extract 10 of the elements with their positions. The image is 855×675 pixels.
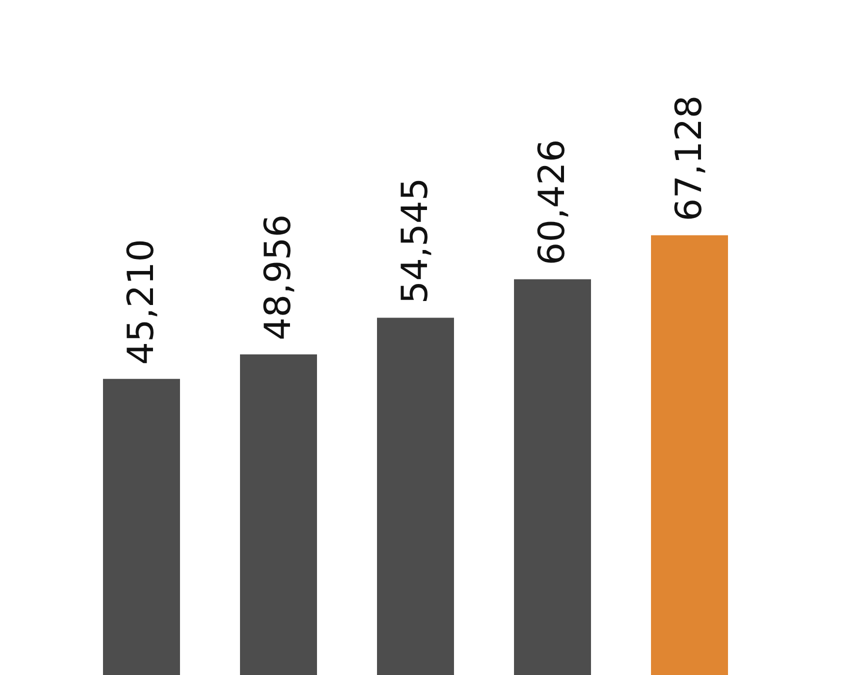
bar bbox=[514, 279, 591, 675]
bar bbox=[377, 318, 454, 675]
data-label: 60,426 bbox=[532, 139, 573, 266]
bar bbox=[103, 378, 180, 675]
data-label: 54,545 bbox=[395, 178, 436, 304]
data-label: 45,210 bbox=[121, 238, 162, 365]
bar bbox=[240, 354, 317, 675]
data-label: 67,128 bbox=[669, 95, 710, 222]
bar bbox=[651, 235, 728, 675]
data-label: 48,956 bbox=[258, 214, 299, 340]
